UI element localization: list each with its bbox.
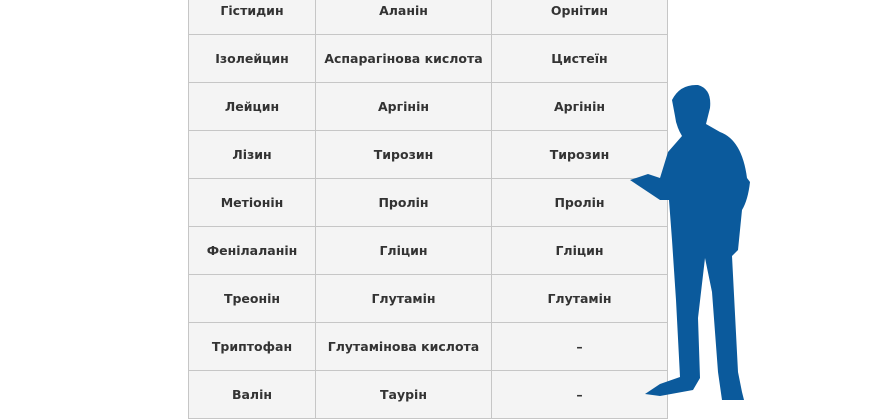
table-cell: Аргінін [491, 82, 668, 131]
table-row: Гістидин Аланін Орнітин [188, 0, 668, 35]
table-cell: Пролін [315, 178, 492, 227]
table-row: Треонін Глутамін Глутамін [188, 274, 668, 323]
table-cell: Пролін [491, 178, 668, 227]
person-silhouette-icon [630, 84, 750, 400]
table-cell: Гліцин [315, 226, 492, 275]
table-cell: Триптофан [188, 322, 316, 371]
table-row: Фенілаланін Гліцин Гліцин [188, 226, 668, 275]
table-cell: Гліцин [491, 226, 668, 275]
table-cell: Тирозин [491, 130, 668, 179]
table-cell: Гістидин [188, 0, 316, 35]
table-cell: Цистеїн [491, 34, 668, 83]
table-cell: Глутамін [315, 274, 492, 323]
table-cell: Тирозин [315, 130, 492, 179]
amino-acids-table: Гістидин Аланін Орнітин Ізолейцин Аспарагіно… [188, 0, 668, 419]
table-cell: Лізин [188, 130, 316, 179]
table-row: Лізин Тирозин Тирозин [188, 130, 668, 179]
table-cell: Аспарагінова кислота [315, 34, 492, 83]
table-cell: Глутамін [491, 274, 668, 323]
table-row: Ізолейцин Аспарагінова кислота Цистеїн [188, 34, 668, 83]
table-cell: Ізолейцин [188, 34, 316, 83]
table-cell: Фенілаланін [188, 226, 316, 275]
table-cell: Аланін [315, 0, 492, 35]
table-row: Метіонін Пролін Пролін [188, 178, 668, 227]
